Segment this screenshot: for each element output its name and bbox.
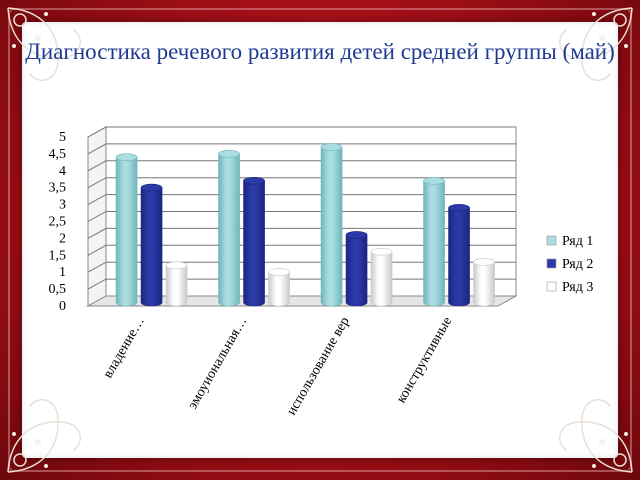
y-tick-label: 0,5 [49,282,67,297]
x-tick-label: конструктивные [394,315,455,406]
bar-0-series-0 [115,156,138,307]
bar-2-series-1 [345,234,368,307]
bar-cap-1-series-2 [268,268,290,276]
gridline [87,126,516,138]
bar-0-series-1 [140,187,163,307]
y-tick-label: 1 [59,265,66,280]
bar-0-series-2 [165,265,188,307]
chart-floor [86,295,518,307]
bar-cap-3-series-2 [473,258,495,266]
bar-cap-3-series-1 [448,204,470,212]
gridline [87,227,516,239]
x-tick-label: использование вер [284,315,352,419]
gridline [87,177,516,189]
legend-swatch-1 [546,258,557,269]
bar-cap-1-series-0 [218,149,240,158]
gridline [87,194,516,206]
y-tick-label: 4 [59,164,66,179]
legend-swatch-0 [546,235,557,246]
legend-label-0: Ряд 1 [562,234,593,249]
bar-cap-0-series-2 [165,261,188,270]
bar-cap-0-series-0 [115,153,138,161]
gridline [87,244,516,256]
gridline [87,160,516,172]
y-tick-label: 0 [59,299,66,314]
bar-cap-2-series-0 [320,143,343,151]
bar-1-series-0 [218,153,240,307]
bar-3-series-2 [473,261,495,307]
chart-title: Диагностика речевого развития детей сред… [25,39,615,64]
bar-2-series-2 [370,251,393,307]
legend-swatch-2 [546,281,557,292]
bar-3-series-0 [423,180,445,307]
gridline [87,211,516,222]
y-tick-label: 2,5 [49,215,67,230]
x-tick-label: эмоуиональная… [185,315,250,413]
legend-label-2: Ряд 3 [562,280,593,295]
bar-cap-1-series-1 [243,177,265,185]
bar-cap-0-series-1 [140,183,163,192]
bar-2-series-0 [320,146,343,307]
bar-1-series-1 [243,180,265,307]
bar-cap-2-series-2 [370,248,393,256]
slide-frame [8,8,632,472]
y-tick-label: 2 [59,231,66,246]
y-tick-label: 1,5 [49,248,67,263]
bar-3-series-1 [448,207,470,307]
legend-label-1: Ряд 2 [562,257,593,272]
bar-cap-2-series-1 [345,231,368,239]
x-tick-label: владение… [101,315,148,382]
bar-1-series-2 [268,271,290,307]
y-tick-label: 4,5 [49,147,67,162]
y-tick-label: 3,5 [49,181,67,196]
bar-cap-3-series-0 [423,177,445,185]
y-tick-label: 3 [59,198,66,213]
y-tick-label: 5 [59,130,66,145]
gridline [87,143,516,155]
